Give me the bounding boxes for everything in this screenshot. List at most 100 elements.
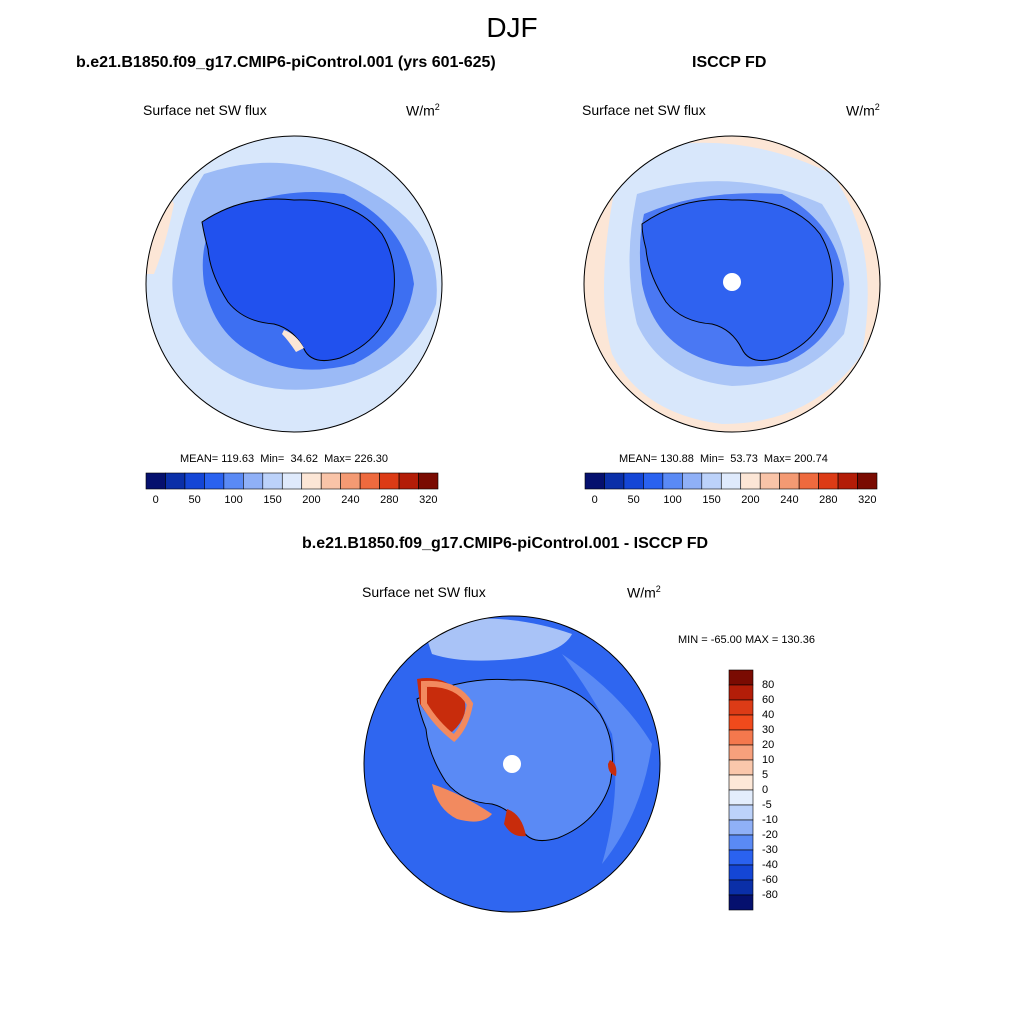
diff-colorbar-swatch [728,789,754,806]
diff-colorbar-tick-label: 20 [762,739,775,751]
colorbar-swatch [682,472,703,490]
colorbar-swatch [623,472,644,490]
colorbar-tick-label: 50 [188,494,201,506]
model-polar-map [145,135,443,433]
panel-model-stats: MEAN= 119.63 Min= 34.62 Max= 226.30 [180,453,389,465]
diff-colorbar-swatch [728,834,754,851]
panel-model-variable: Surface net SW flux [143,102,267,118]
colorbar-tick-label: 50 [627,494,640,506]
diff-warm-ring [421,680,474,742]
diff-colorbar-tick-label: -40 [762,859,778,871]
panel-model-units: W/m2 [406,102,440,119]
model-ross-shelf [282,330,304,352]
diff-colorbar-tick-label: -60 [762,874,778,886]
diff-colorbar-swatch [728,804,754,821]
diff-polar-map [363,615,661,913]
panel-obs-units: W/m2 [846,102,880,119]
colorbar-tick-label: 200 [302,494,321,506]
diff-colorbar-swatch [728,729,754,746]
diff-colorbar-swatch [728,684,754,701]
diff-colorbar-tick-label: 10 [762,754,775,766]
obs-polar-map [583,135,881,433]
panel-obs-title: ISCCP FD [692,54,767,71]
colorbar-swatch [379,472,400,490]
obs-colorbar-labels: 0 50 100 150 200 240 280 320 [585,494,877,508]
diff-colorbar-swatch [728,714,754,731]
panel-model-title: b.e21.B1850.f09_g17.CMIP6-piControl.001 … [76,54,496,71]
diff-colorbar-tick-label: 80 [762,679,775,691]
diff-hot-spot-east [608,760,617,776]
panel-obs-stats: MEAN= 130.88 Min= 53.73 Max= 200.74 [619,453,828,465]
colorbar-swatch [418,472,439,490]
colorbar-swatch [281,472,303,490]
colorbar-tick-label: 100 [663,494,682,506]
diff-colorbar-tick-label: 0 [762,784,769,796]
colorbar-tick-label: 150 [702,494,721,506]
colorbar-tick-label: 240 [780,494,799,506]
colorbar-tick-label: 0 [152,494,159,506]
diff-colorbar-swatch [728,879,754,896]
colorbar-swatch [720,472,742,490]
diff-hot-spot-ross [504,809,526,837]
diff-colorbar [728,669,754,911]
diff-colorbar-tick-label: -20 [762,829,778,841]
diff-colorbar-swatch [728,759,754,776]
diff-lighter-zone [562,654,652,864]
colorbar-swatch [340,472,361,490]
colorbar-swatch [584,472,605,490]
colorbar-swatch [857,472,878,490]
colorbar-tick-label: 320 [419,494,438,506]
colorbar-tick-label: 0 [591,494,598,506]
colorbar-tick-label: 280 [380,494,399,506]
diff-hot-spot-weddell [432,784,492,822]
diff-colorbar-tick-label: 30 [762,724,775,736]
obs-colorbar [584,472,878,490]
colorbar-tick-label: 240 [341,494,360,506]
colorbar-tick-label: 280 [819,494,838,506]
colorbar-swatch [165,472,186,490]
colorbar-tick-label: 320 [858,494,877,506]
diff-colorbar-swatch [728,864,754,881]
model-antarctica [201,198,395,361]
panel-diff-units: W/m2 [627,584,661,601]
colorbar-swatch [262,472,283,490]
figure-title: DJF [486,12,538,43]
colorbar-swatch [740,472,761,490]
diff-colorbar-tick-label: -10 [762,814,778,826]
diff-colorbar-swatch [728,819,754,836]
diff-colorbar-tick-label: -30 [762,844,778,856]
diff-colorbar-tick-label: -80 [762,889,778,901]
diff-colorbar-tick-label: 5 [762,769,769,781]
diff-colorbar-labels: 80 60 40 30 20 10 5 0 -5 -10 -20 -30 -40 -60 -80 [762,670,802,910]
colorbar-swatch [398,472,419,490]
colorbar-swatch [643,472,664,490]
model-colorbar-labels: 0 50 100 150 200 240 280 320 [146,494,438,508]
colorbar-swatch [818,472,839,490]
panel-diff-variable: Surface net SW flux [362,584,486,600]
obs-pole-hole [723,273,741,291]
panel-diff-title: b.e21.B1850.f09_g17.CMIP6-piControl.001 … [302,535,709,552]
diff-colorbar-tick-label: -5 [762,799,772,811]
colorbar-swatch [145,472,166,490]
colorbar-swatch [320,472,341,490]
diff-colorbar-tick-label: 60 [762,694,775,706]
colorbar-swatch [701,472,722,490]
colorbar-swatch [243,472,264,490]
panel-diff-stats: MIN = -65.00 MAX = 130.36 [678,634,815,646]
diff-colorbar-swatch [728,849,754,866]
colorbar-swatch [798,472,819,490]
model-colorbar [145,472,439,490]
diff-colorbar-swatch [728,744,754,761]
colorbar-swatch [604,472,625,490]
colorbar-tick-label: 200 [741,494,760,506]
diff-colorbar-swatch [728,669,754,686]
colorbar-tick-label: 150 [263,494,282,506]
diff-colorbar-swatch [728,699,754,716]
colorbar-swatch [359,472,380,490]
colorbar-swatch [301,472,322,490]
colorbar-swatch [223,472,244,490]
diff-colorbar-swatch [728,774,754,791]
colorbar-swatch [184,472,205,490]
colorbar-swatch [759,472,780,490]
panel-obs-variable: Surface net SW flux [582,102,706,118]
